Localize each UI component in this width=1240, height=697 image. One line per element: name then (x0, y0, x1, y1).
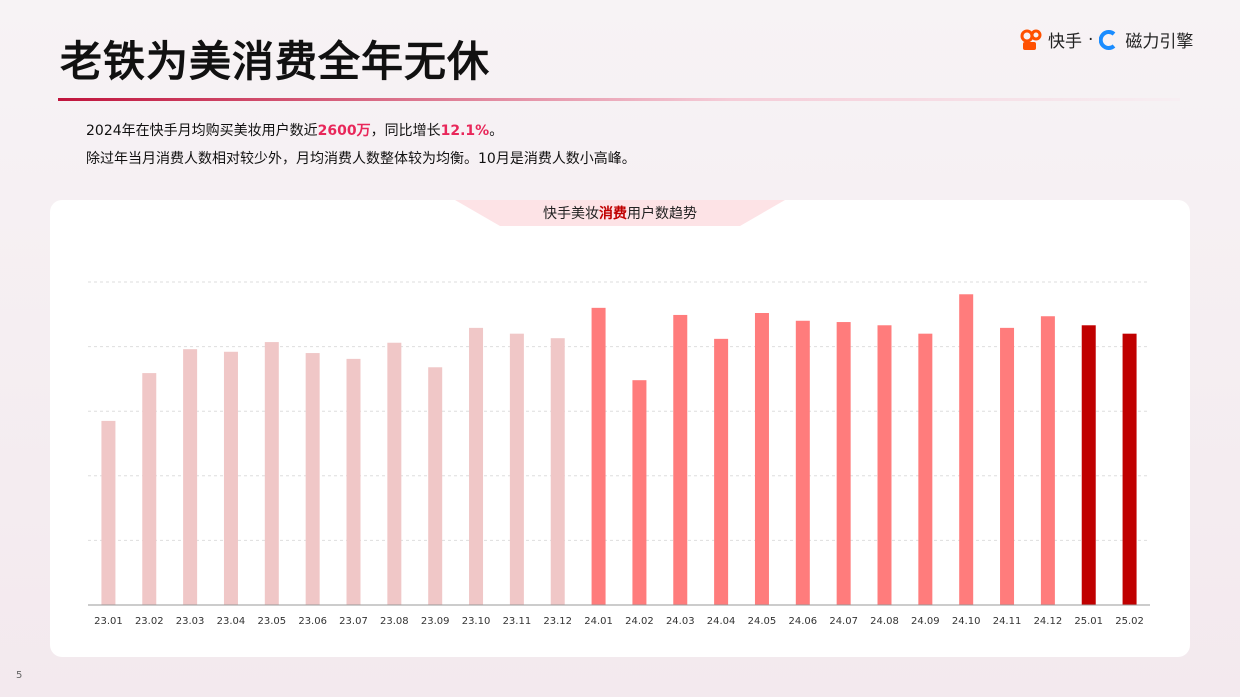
bar (795, 320, 810, 605)
title-part: 消费 (599, 205, 627, 222)
bar (918, 333, 933, 605)
logo-icon (1020, 29, 1042, 50)
bar (183, 349, 198, 605)
bar (469, 327, 484, 605)
x-tick-label: 23.05 (257, 616, 286, 627)
x-tick-label: 24.07 (829, 616, 858, 627)
bar (591, 307, 606, 605)
x-tick-label: 23.09 (421, 616, 450, 627)
logo: 快手 · 磁力引擎 (1020, 27, 1193, 52)
logo-icon (1099, 29, 1116, 50)
text: ，同比增长 (370, 123, 441, 139)
x-tick-label: 23.08 (380, 616, 409, 627)
x-tick-label: 23.10 (462, 616, 491, 627)
title-part: 快手美妆 (543, 206, 599, 222)
summary-line: 2024年在快手月均购买美妆用户数近2600万，同比增长12.1%。 (86, 120, 503, 140)
x-tick-label: 24.08 (870, 616, 899, 627)
bar (428, 367, 443, 605)
title-banner (455, 200, 785, 226)
x-tick-label: 23.03 (176, 616, 205, 627)
x-tick-label: 24.10 (952, 616, 981, 627)
bar (223, 351, 238, 605)
x-tick-label: 23.04 (217, 616, 246, 627)
x-tick-label: 24.02 (625, 616, 654, 627)
x-tick-label: 24.04 (707, 616, 736, 627)
logo-text: 磁力引擎 (1125, 32, 1194, 52)
bar (1000, 327, 1015, 605)
page-number: 5 (16, 670, 23, 681)
bar (714, 338, 729, 605)
chart-title: 快手美妆消费用户数趋势 (543, 205, 697, 222)
bar (550, 338, 565, 605)
bar (877, 325, 892, 605)
x-tick-label: 24.11 (993, 616, 1022, 627)
logo-text: 快手 (1048, 32, 1082, 52)
x-tick-label: 25.01 (1074, 616, 1103, 627)
text: 2024年在快手月均购买美妆用户数近 (86, 123, 318, 139)
bar (346, 358, 361, 605)
logo-sep: · (1088, 29, 1094, 50)
x-tick-label: 24.06 (788, 616, 817, 627)
title-part: 用户数趋势 (627, 205, 697, 222)
bar (754, 313, 769, 605)
x-tick-label: 23.06 (298, 616, 327, 627)
x-tick-label: 24.03 (666, 616, 695, 627)
bar (673, 314, 688, 605)
x-tick-label: 23.07 (339, 616, 368, 627)
highlight: 2600万 (317, 123, 371, 139)
x-tick-label: 24.12 (1034, 616, 1063, 627)
bar (836, 322, 851, 605)
bar (1040, 316, 1055, 605)
x-tick-label: 23.12 (543, 616, 572, 627)
bar (101, 420, 116, 605)
bar (387, 342, 402, 605)
summary-line: 除过年当月消费人数相对较少外，月均消费人数整体较为均衡。10月是消费人数小高峰。 (86, 151, 636, 167)
x-tick-label: 25.02 (1115, 616, 1144, 627)
bar (1122, 333, 1137, 605)
chart-card (50, 200, 1190, 657)
x-tick-label: 24.05 (748, 616, 777, 627)
x-tick-label: 24.01 (584, 616, 613, 627)
divider (58, 98, 1180, 101)
slide-title: 老铁为美消费全年无休 (60, 37, 491, 86)
bar (1081, 325, 1096, 605)
bar (305, 353, 320, 605)
bar (509, 333, 524, 605)
bar (142, 373, 157, 605)
bar (632, 380, 647, 605)
text: 。 (489, 123, 504, 139)
bar (264, 342, 279, 605)
x-tick-label: 23.11 (503, 616, 532, 627)
highlight: 12.1% (440, 123, 490, 139)
bar (959, 294, 974, 605)
x-tick-label: 23.01 (94, 616, 123, 627)
x-tick-label: 24.09 (911, 616, 940, 627)
x-tick-label: 23.02 (135, 616, 164, 627)
